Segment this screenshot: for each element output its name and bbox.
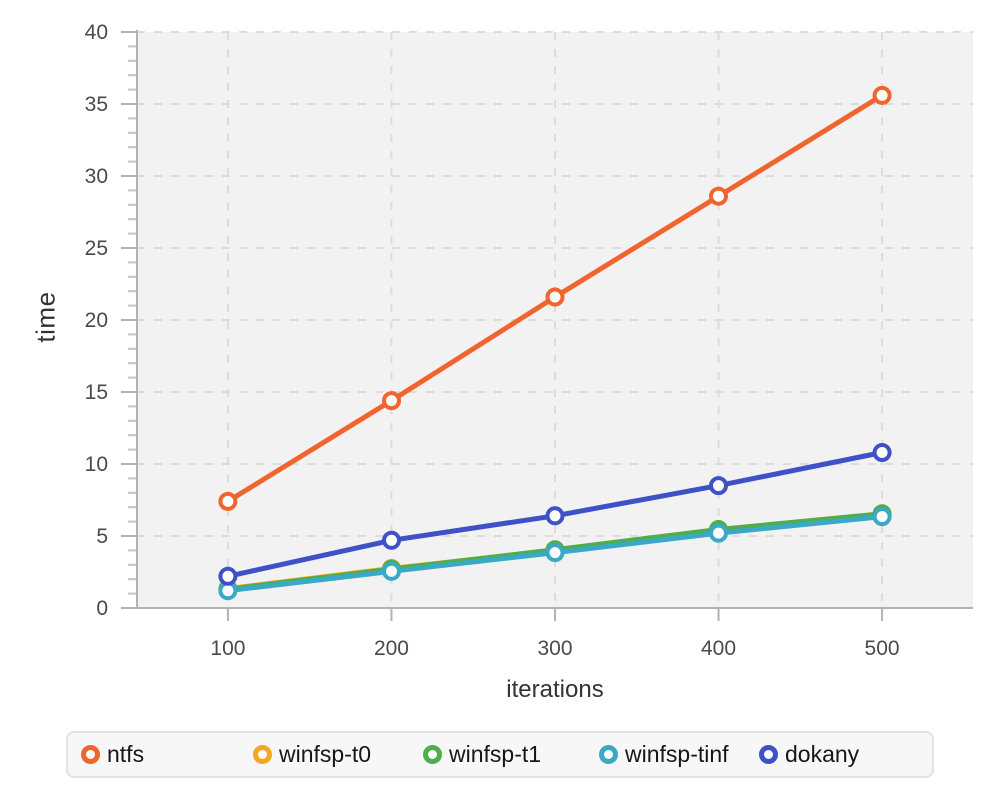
x-tick-label: 500 (865, 637, 900, 660)
legend-item-label: dokany (785, 741, 860, 767)
marker-dokany (872, 443, 892, 462)
marker-ntfs (545, 287, 565, 307)
y-tick-label: 30 (85, 165, 108, 188)
marker-winfsp-tinf (709, 523, 728, 543)
legend-item-winfsp-t1[interactable]: winfsp-t1 (423, 741, 599, 768)
y-tick-label: 40 (85, 21, 108, 44)
y-tick-label: 5 (96, 525, 108, 548)
y-axis-title: time (30, 291, 61, 343)
marker-winfsp-tinf (382, 561, 401, 581)
legend-item-winfsp-tinf[interactable]: winfsp-tinf (599, 741, 759, 768)
marker-dokany (545, 506, 565, 526)
marker-ntfs (709, 186, 728, 206)
x-tick-label: 100 (210, 637, 245, 660)
y-tick-label: 20 (85, 309, 108, 332)
legend-ring-icon (599, 745, 618, 764)
marker-winfsp-tinf (545, 543, 565, 563)
marker-dokany (709, 476, 728, 496)
y-tick-label: 35 (85, 93, 108, 116)
y-tick-label: 25 (85, 237, 108, 260)
y-tick-label: 15 (85, 381, 108, 404)
marker-ntfs (218, 491, 238, 511)
y-tick-label: 10 (85, 453, 108, 476)
x-tick-label: 200 (374, 637, 409, 660)
x-tick-label: 400 (701, 637, 736, 660)
legend-item-label: winfsp-tinf (625, 741, 729, 767)
x-axis-title: iterations (506, 676, 604, 703)
line-chart-canvas: 100 200 300 400 500 0 5 10 15 20 25 30 35 40 (85, 21, 973, 660)
marker-winfsp-tinf (872, 507, 892, 527)
legend-item-dokany[interactable]: dokany (759, 741, 859, 768)
marker-ntfs (872, 85, 892, 105)
legend-ring-icon (81, 745, 100, 764)
x-tick-label: 300 (537, 637, 572, 660)
legend-ring-icon (759, 745, 778, 764)
marker-dokany (218, 566, 238, 586)
legend-item-label: winfsp-t0 (279, 741, 372, 767)
legend-item-label: winfsp-t1 (449, 741, 542, 767)
marker-ntfs (382, 391, 401, 411)
legend-ring-icon (423, 745, 442, 764)
legend-item-label: ntfs (107, 741, 145, 767)
y-tick-label: 0 (96, 597, 108, 620)
legend-item-ntfs[interactable]: ntfs (81, 741, 253, 768)
marker-dokany (382, 530, 401, 550)
legend-ring-icon (253, 745, 272, 764)
legend-item-winfsp-t0[interactable]: winfsp-t0 (253, 741, 423, 768)
legend: ntfs winfsp-t0 winfsp-t1 winfsp-tinf dokany (66, 731, 934, 778)
